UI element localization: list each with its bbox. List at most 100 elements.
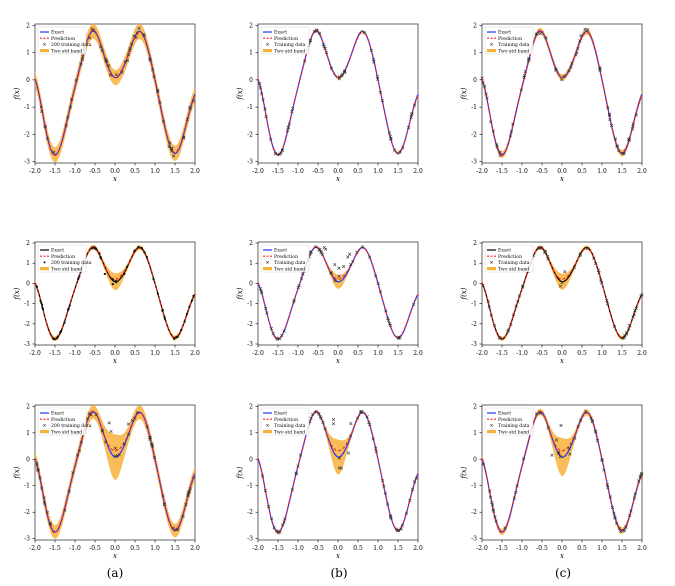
training-point (410, 487, 415, 492)
training-point (517, 294, 522, 298)
training-point (125, 265, 129, 269)
y-tick-label: -1 (471, 301, 477, 308)
training-point (71, 471, 75, 475)
training-point (396, 528, 400, 533)
training-point (554, 438, 559, 442)
legend-box (260, 407, 310, 436)
training-point (322, 245, 326, 250)
training-point (187, 490, 192, 494)
y-tick-label: -1 (471, 483, 477, 490)
training-point (39, 105, 43, 109)
training-point (543, 250, 547, 255)
legend-swatch-band (40, 267, 49, 271)
legend-label: Exact (274, 411, 287, 417)
y-tick-label: 2 (249, 240, 253, 247)
legend-label: 200 training data (51, 42, 92, 48)
training-point (79, 62, 83, 66)
training-point (156, 89, 160, 93)
training-point (169, 146, 173, 150)
training-point (158, 100, 162, 105)
training-point (593, 429, 597, 433)
subfigure-label-b: (b) (330, 566, 348, 580)
training-point (137, 26, 141, 30)
legend-label: Prediction (274, 36, 298, 42)
legend-box (37, 26, 87, 55)
x-tick-label: 1.5 (393, 545, 403, 552)
training-point (170, 146, 174, 151)
training-point (286, 125, 291, 130)
training-point (324, 51, 329, 55)
training-point (612, 511, 616, 515)
training-point (576, 424, 580, 428)
training-point (190, 299, 194, 302)
training-point (378, 90, 382, 94)
training-point (341, 264, 346, 269)
legend-box (484, 26, 534, 55)
training-point (294, 471, 299, 475)
x-tick-label: 1.5 (170, 168, 180, 175)
training-point (567, 69, 571, 73)
legend-swatch-band (40, 49, 49, 53)
training-point (311, 412, 315, 417)
training-point (321, 420, 325, 424)
training-point (489, 313, 493, 317)
x-tick-label: 2.0 (637, 545, 647, 552)
x-tick-label: 1.0 (597, 545, 607, 552)
training-point (68, 304, 71, 307)
x-tick-label: -0.5 (89, 545, 101, 552)
training-point (481, 284, 485, 288)
training-point (173, 337, 176, 340)
training-point (321, 43, 326, 47)
training-point (629, 509, 633, 513)
y-tick-label: 1 (26, 260, 30, 267)
training-point (162, 503, 167, 507)
training-point (598, 68, 602, 72)
training-point (590, 419, 594, 423)
training-point (280, 148, 284, 153)
x-tick-label: 0.5 (353, 350, 363, 357)
training-point (374, 446, 378, 450)
training-point (192, 99, 196, 103)
two-std-band (482, 408, 642, 536)
training-point (161, 308, 164, 312)
training-point (378, 290, 383, 294)
training-point (183, 320, 186, 323)
training-point (163, 315, 166, 319)
y-tick-label: 2 (249, 403, 253, 410)
training-point (131, 418, 135, 423)
training-point (170, 149, 174, 153)
training-point (632, 496, 636, 500)
training-point (632, 312, 636, 316)
training-point (382, 484, 386, 488)
training-point (627, 327, 631, 331)
x-tick-label: -1.0 (292, 350, 304, 357)
training-point (483, 84, 487, 88)
training-point (633, 308, 637, 313)
training-point (52, 150, 56, 154)
training-point (105, 59, 109, 64)
training-point (263, 107, 267, 111)
x-tick-label: 0.0 (333, 168, 343, 175)
x-tick-label: 1.0 (373, 350, 383, 357)
training-point (53, 337, 56, 340)
training-point (331, 417, 336, 422)
training-point (388, 323, 392, 327)
training-point (269, 137, 273, 141)
training-point (639, 474, 643, 478)
training-point (512, 496, 516, 500)
training-point (514, 304, 518, 308)
x-axis-label: x (113, 357, 117, 365)
training-point (337, 266, 341, 270)
training-point (380, 478, 385, 483)
training-point (621, 151, 625, 156)
legend-label: Exact (498, 248, 511, 254)
training-point (609, 123, 614, 128)
training-point (497, 335, 501, 340)
x-tick-label: -2.0 (29, 350, 41, 357)
training-point (127, 48, 132, 53)
chart-panel-r3c3: -2.0 -1.5 -1.0 -0.5 0.0 0.5 1.0 1.5 2.0 2 1 0 -1 -2 -3… (460, 403, 647, 560)
prediction-line (34, 410, 196, 534)
